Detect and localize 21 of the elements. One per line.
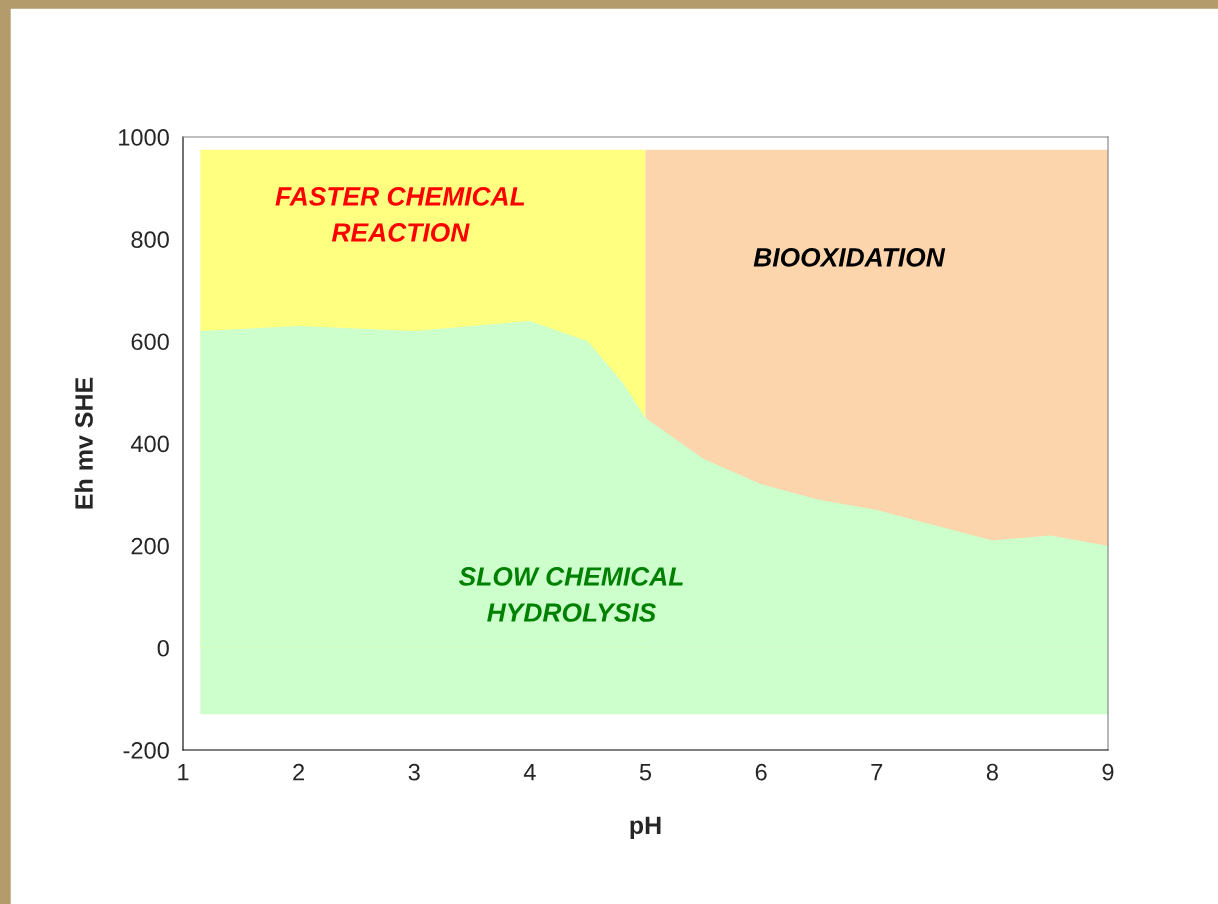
x-tick-label: 9 — [1102, 763, 1114, 781]
annotation: BIOOXIDATION — [753, 248, 946, 267]
y-tick-label: 1000 — [119, 129, 169, 146]
y-tick-label: 400 — [130, 435, 169, 453]
x-tick-label: 5 — [639, 764, 652, 781]
x-tick-label: 1 — [178, 764, 189, 781]
x-tick-label: 3 — [408, 763, 420, 781]
x-tick-label: 6 — [755, 763, 767, 781]
x-axis-title: pH — [630, 816, 661, 840]
annotation: FASTER CHEMICAL REACTION — [275, 187, 525, 242]
y-tick-label: -200 — [123, 742, 169, 759]
annotation: SLOW CHEMICAL HYDROLYSIS — [458, 567, 683, 622]
y-tick-label: 800 — [131, 231, 169, 248]
x-tick-label: 2 — [293, 763, 305, 781]
x-tick-label: 8 — [986, 763, 998, 781]
y-axis-title: Eh mv SHE — [74, 377, 93, 509]
x-tick-label: 4 — [523, 764, 536, 781]
y-tick-label: 0 — [157, 639, 169, 657]
x-tick-label: 7 — [871, 764, 883, 781]
y-tick-label: 200 — [131, 537, 169, 555]
y-tick-label: 600 — [131, 333, 169, 351]
